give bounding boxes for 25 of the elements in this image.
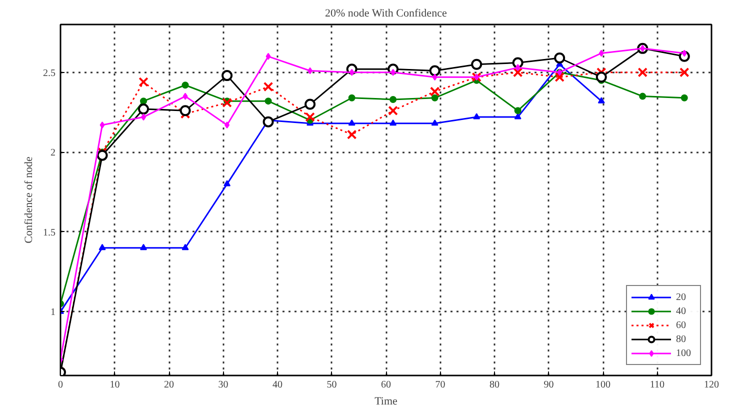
x-tick-label: 120: [704, 380, 719, 390]
x-tick-label: 40: [272, 380, 282, 390]
x-tick-label: 0: [58, 380, 63, 390]
y-tick-label: 1.5: [43, 227, 56, 238]
x-axis-title: Time: [374, 396, 398, 408]
y-tick-label: 2: [50, 148, 56, 159]
x-tick-label: 50: [326, 380, 337, 390]
x-tick-label: 80: [490, 380, 500, 390]
x-tick-label: 90: [544, 380, 554, 390]
legend-label: 20: [676, 290, 687, 304]
y-tick-label: 2.5: [43, 68, 56, 79]
x-tick-label: 10: [110, 380, 120, 390]
x-tick-label: 20: [164, 380, 174, 390]
legend-label: 100: [676, 346, 692, 360]
y-axis-title: Confidence of node: [23, 156, 35, 244]
legend-label: 80: [676, 332, 687, 346]
legend-label: 40: [676, 304, 687, 318]
x-tick-label: 60: [381, 380, 391, 390]
x-tick-label: 100: [596, 380, 610, 390]
x-tick-label: 30: [218, 380, 228, 390]
chart-title: 20% node With Confidence: [324, 8, 447, 20]
y-tick-label: 1: [50, 307, 56, 318]
x-tick-label: 70: [435, 380, 446, 390]
x-tick-label: 110: [650, 380, 665, 390]
legend-label: 60: [676, 318, 687, 332]
